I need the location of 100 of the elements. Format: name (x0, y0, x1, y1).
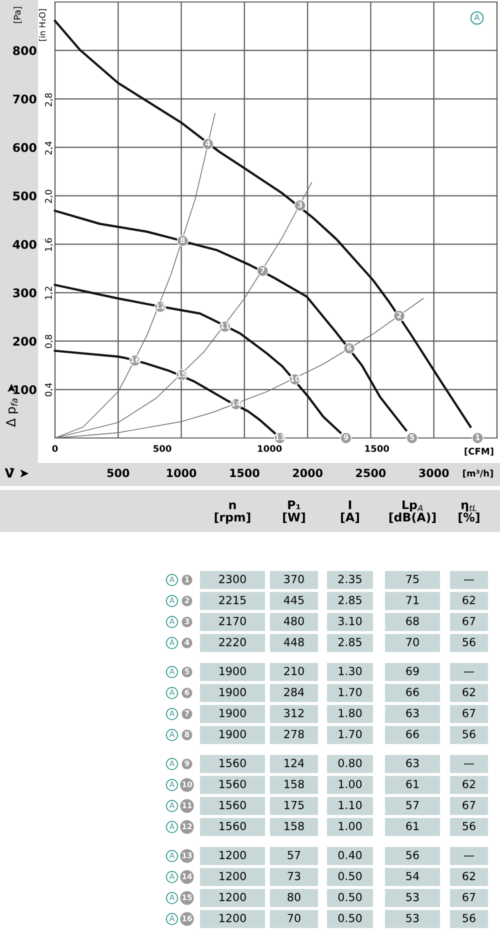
x-tick-label: 500 (107, 468, 130, 478)
category-label: Lp$_{A}$ [dB(A)] (389, 500, 436, 523)
text: 175 (284, 800, 304, 810)
text: 63 (406, 758, 419, 768)
category-label: η$_{tL}$ [%] (458, 502, 480, 523)
x-tick-label: 1500 (230, 468, 260, 478)
text: 67 (462, 708, 476, 718)
y2-axis-title: [in H₂O] (38, 9, 46, 41)
text: 1.70 (338, 688, 362, 696)
text: 1.00 (338, 822, 362, 830)
text: 0.50 (338, 872, 362, 880)
text: 73 (288, 872, 300, 880)
text: 1560 (220, 822, 246, 830)
y-tick-label: 200 (13, 336, 36, 346)
text: 1200 (220, 892, 246, 902)
y2-tick-label: 2,8 (45, 93, 53, 106)
text: 1.00 (338, 780, 362, 788)
x-tick-label: 2000 (292, 468, 323, 478)
text: 0.50 (338, 914, 362, 922)
text: 66 (406, 730, 419, 738)
y-tick-label: 600 (13, 143, 36, 152)
annotation: A (474, 14, 480, 20)
text: 68 (406, 616, 419, 626)
text: 312 (284, 708, 304, 718)
x-tick-label: 3000 (419, 468, 449, 478)
x2-tick-label: 0 (52, 445, 58, 452)
text: 480 (284, 616, 304, 626)
text: 1200 (220, 872, 246, 880)
text: 2.35 (338, 574, 362, 584)
text: 57 (406, 800, 419, 810)
line-series (54, 20, 472, 428)
y2-tick-label: 1,6 (45, 238, 53, 251)
text: 2220 (219, 638, 246, 646)
text: 62 (462, 596, 475, 604)
x-axis-title: V̇ ➤ (4, 468, 29, 478)
text: 158 (284, 780, 304, 788)
y2-tick-label: 0,8 (45, 334, 53, 348)
text: 1.80 (338, 708, 362, 718)
text: 56 (406, 850, 419, 860)
text: 0.40 (338, 850, 362, 860)
text: 1560 (220, 758, 246, 768)
y-tick-label: 700 (13, 94, 36, 104)
category-label: I [A] (341, 500, 359, 523)
text: 56 (462, 914, 476, 922)
text: 2.85 (338, 596, 362, 604)
x2-axis-title: [CFM] (464, 448, 494, 456)
x-tick-label: 2500 (356, 468, 386, 478)
text: 158 (284, 822, 304, 830)
text: 124 (284, 758, 304, 768)
x2-tick-label: 1500 (365, 445, 389, 452)
text: 1560 (220, 800, 246, 810)
category-label: P₁ [W] (283, 500, 305, 523)
y-tick-label: 500 (13, 192, 36, 200)
text: 62 (462, 688, 475, 696)
text: 1200 (220, 850, 246, 860)
text: 1900 (220, 688, 246, 696)
text: 284 (284, 688, 304, 696)
x-tick-label: 1000 (167, 468, 196, 478)
text: 54 (406, 872, 419, 880)
text: 2170 (219, 616, 246, 626)
line-series (54, 210, 408, 432)
text: 66 (406, 688, 419, 696)
text: 67 (462, 616, 476, 626)
y-tick-label: 800 (13, 46, 36, 56)
text: 278 (284, 730, 304, 738)
text: 445 (284, 596, 304, 604)
text: 448 (284, 638, 304, 646)
text: 0.50 (338, 892, 362, 902)
text: 210 (284, 666, 304, 676)
text: 62 (462, 872, 475, 880)
text: 61 (406, 822, 419, 830)
y2-tick-label: 2,4 (45, 141, 53, 155)
text: 0.80 (338, 758, 362, 768)
x2-tick-label: 500 (154, 445, 172, 452)
text: 3.10 (338, 616, 362, 626)
text: 1900 (220, 708, 246, 718)
text: 53 (406, 914, 419, 922)
text: 1900 (220, 730, 246, 738)
text: 56 (462, 638, 476, 646)
text: 1.70 (338, 730, 362, 738)
y-tick-label: 400 (12, 240, 36, 249)
text: 69 (406, 666, 419, 676)
category-label: n [rpm] (214, 502, 250, 524)
text: 70 (406, 638, 419, 646)
text: 1900 (220, 666, 246, 676)
text: 80 (288, 892, 300, 902)
text: [m³/h] (463, 470, 493, 478)
text: 2300 (219, 574, 246, 584)
y2-tick-label: 0,4 (45, 383, 53, 396)
text: 1200 (220, 914, 246, 922)
text: 57 (288, 850, 300, 860)
y2-tick-label: 1,2 (45, 286, 53, 300)
text: 53 (406, 892, 419, 902)
text: 67 (462, 892, 476, 902)
text: 62 (462, 780, 475, 788)
text: 1.10 (338, 800, 362, 810)
y-tick-label: 100 (14, 385, 36, 394)
x2-tick-label: 1000 (258, 445, 282, 452)
text: 61 (406, 780, 419, 788)
y2-tick-label: 2,0 (45, 190, 53, 203)
